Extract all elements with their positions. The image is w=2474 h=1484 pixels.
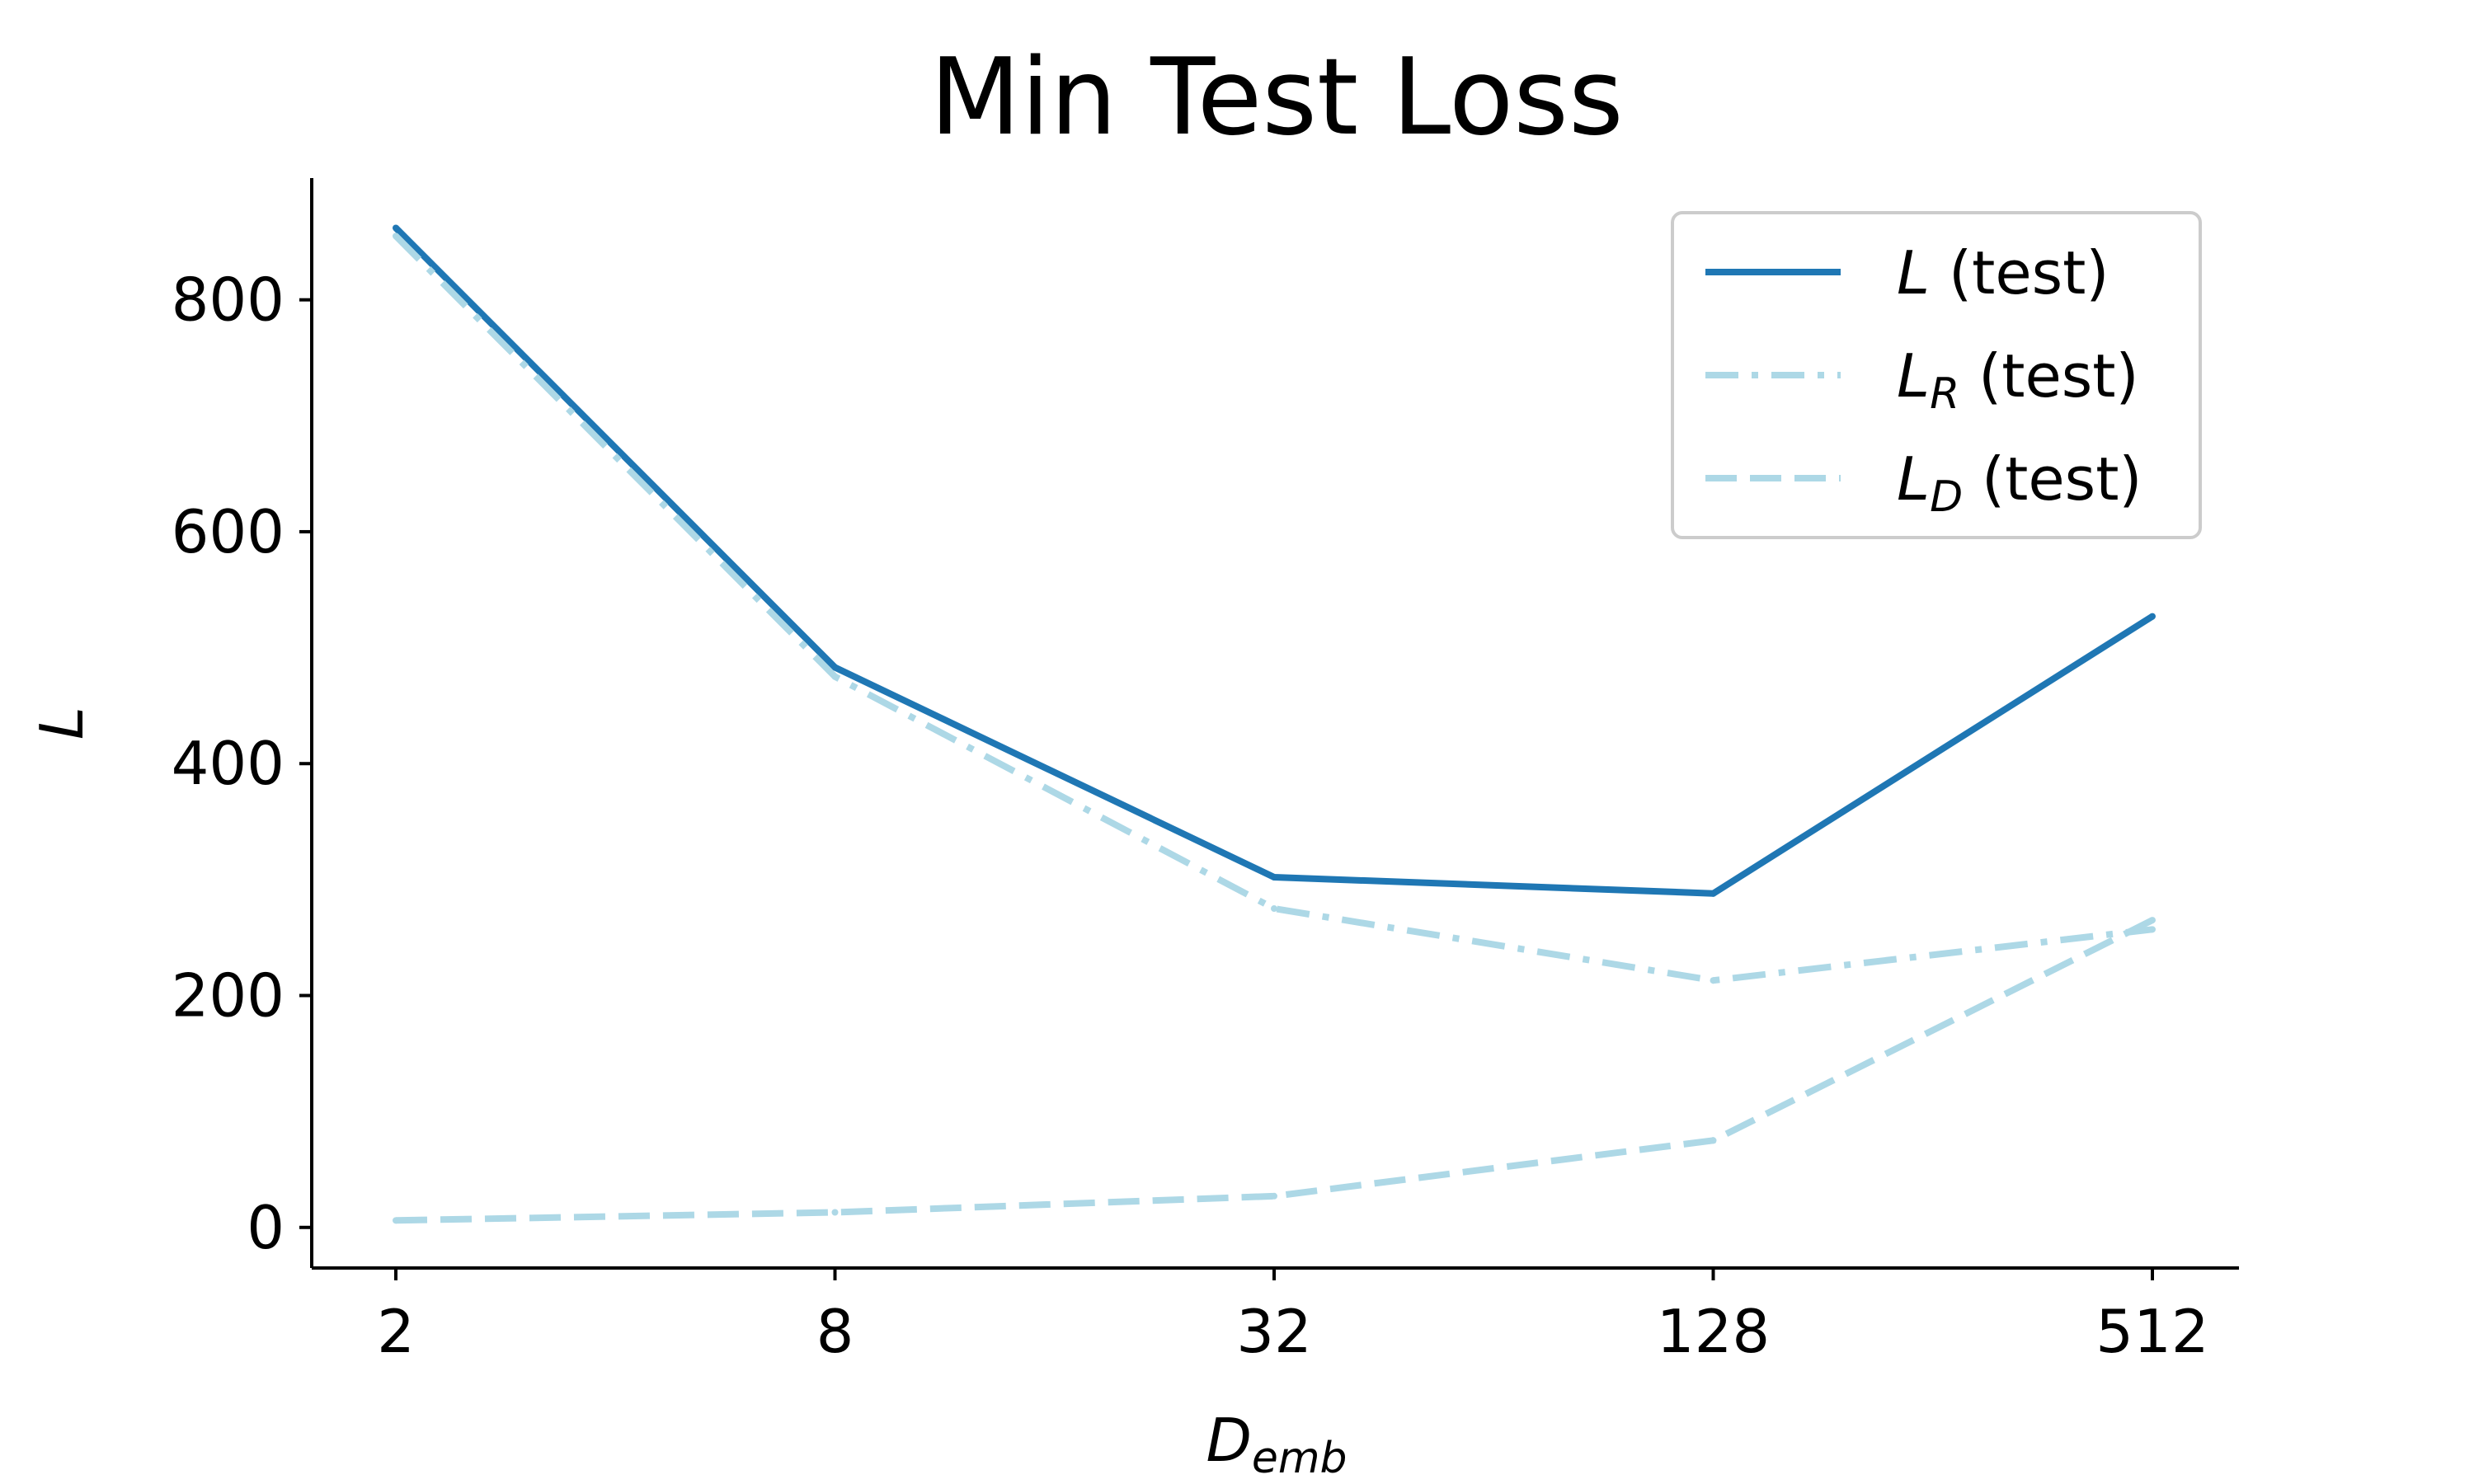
legend-label-L: L (test): [1897, 238, 2109, 308]
y-tick-label: 0: [247, 1193, 285, 1262]
point-L-3: [1710, 890, 1717, 897]
point-LD-4: [2149, 917, 2156, 924]
x-tick-label: 8: [816, 1297, 854, 1366]
y-ticks: 0 200 400 600 800: [172, 265, 312, 1262]
point-LR-0: [393, 232, 399, 240]
y-tick-label: 800: [172, 265, 285, 335]
series-line-LD: [395, 917, 2154, 1224]
x-ticks: 2 8 32 128 512: [377, 1268, 2209, 1366]
legend-label-LR: LR (test): [1897, 341, 2139, 419]
plot-lines: [393, 224, 2156, 1224]
legend-label-LD: LD (test): [1897, 444, 2142, 522]
point-LR-3: [1710, 977, 1717, 984]
point-L-1: [831, 664, 839, 671]
point-LD-1: [831, 1209, 839, 1216]
y-tick-label: 400: [172, 729, 285, 798]
x-axis-label-main: D: [1206, 1406, 1251, 1475]
x-tick-label: 128: [1657, 1297, 1770, 1366]
point-L-2: [1271, 874, 1277, 881]
y-tick-label: 200: [172, 961, 285, 1031]
point-LD-0: [393, 1217, 399, 1224]
x-axis-label: Demb: [1206, 1406, 1347, 1483]
point-L-0: [393, 224, 399, 232]
point-LR-2: [1271, 905, 1277, 913]
point-L-4: [2149, 613, 2156, 620]
x-tick-label: 32: [1236, 1297, 1312, 1366]
point-LD-3: [1710, 1137, 1717, 1144]
x-tick-label: 2: [377, 1297, 415, 1366]
point-LD-2: [1271, 1192, 1277, 1200]
x-tick-label: 512: [2095, 1297, 2208, 1366]
x-axis-label-sub: emb: [1252, 1434, 1348, 1483]
legend-frame: [1671, 211, 2202, 539]
point-LR-4: [2149, 926, 2156, 933]
series-line-LR: [393, 233, 2153, 984]
y-tick-label: 600: [172, 497, 285, 566]
legend: L (test) LR (test) LD (test): [1671, 211, 2202, 539]
point-LR-1: [831, 673, 839, 680]
chart-title: Min Test Loss: [929, 36, 1623, 159]
y-axis-label: L: [27, 707, 96, 740]
